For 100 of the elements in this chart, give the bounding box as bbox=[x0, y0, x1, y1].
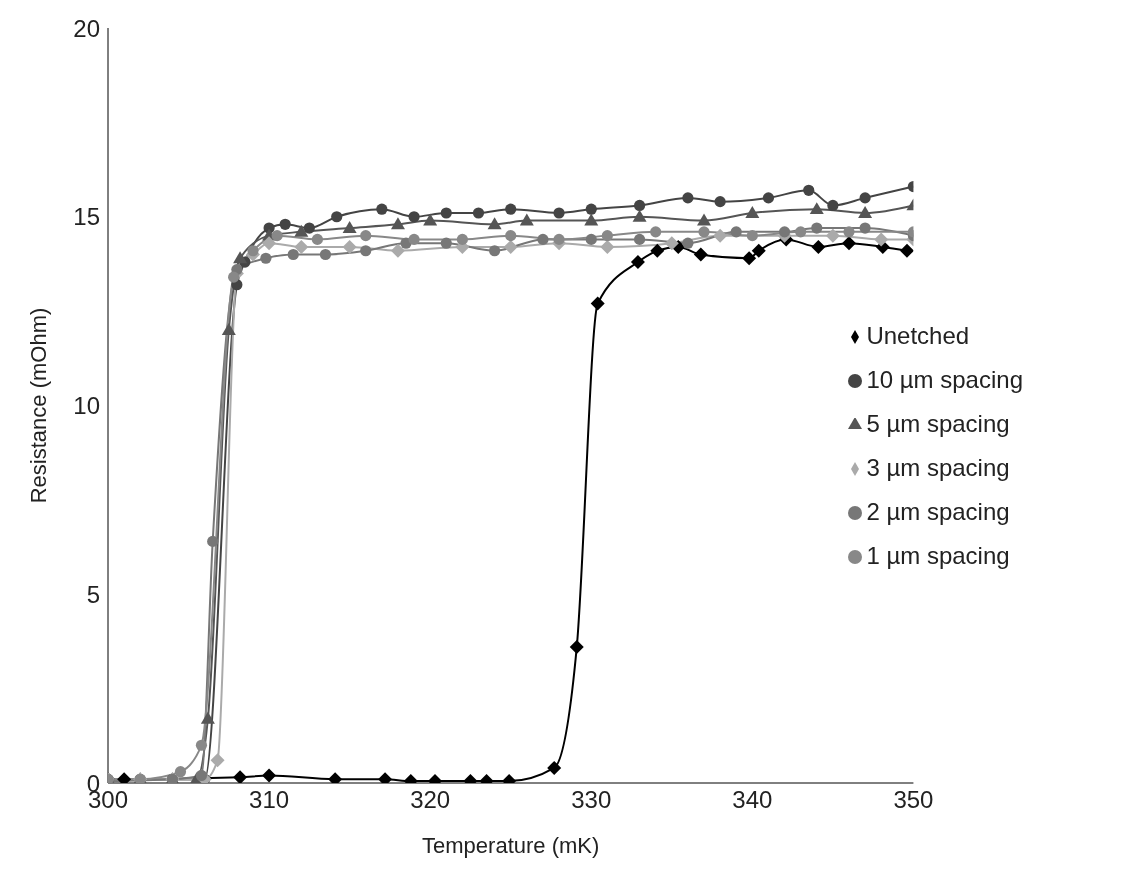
point bbox=[233, 770, 248, 783]
point bbox=[778, 226, 791, 238]
point bbox=[859, 192, 871, 204]
x-tick-label: 320 bbox=[410, 786, 451, 814]
point bbox=[456, 233, 468, 245]
point bbox=[408, 233, 420, 245]
x-tick-label: 340 bbox=[732, 786, 773, 814]
x-tick-label: 330 bbox=[571, 786, 612, 814]
point bbox=[803, 184, 815, 196]
point bbox=[664, 236, 679, 251]
point bbox=[825, 228, 840, 243]
legend-label: 2 µm spacing bbox=[866, 497, 1010, 525]
point bbox=[390, 217, 405, 230]
point bbox=[390, 243, 405, 258]
point bbox=[899, 243, 914, 258]
point bbox=[200, 711, 215, 724]
point bbox=[795, 226, 807, 238]
y-axis-title: Resistance (mOhm) bbox=[25, 307, 51, 504]
point bbox=[195, 769, 208, 782]
point bbox=[746, 230, 758, 242]
point bbox=[247, 245, 259, 257]
point bbox=[714, 196, 726, 208]
point bbox=[262, 768, 277, 783]
point bbox=[633, 199, 646, 212]
point bbox=[730, 226, 742, 238]
point bbox=[569, 640, 584, 655]
point bbox=[262, 236, 277, 251]
point bbox=[650, 226, 662, 238]
point bbox=[423, 213, 438, 226]
point bbox=[841, 236, 856, 251]
point bbox=[600, 239, 615, 254]
point bbox=[228, 271, 240, 283]
point bbox=[633, 233, 646, 245]
point bbox=[440, 207, 452, 219]
point bbox=[650, 243, 665, 258]
point bbox=[553, 207, 565, 219]
point bbox=[745, 205, 760, 218]
point bbox=[682, 237, 694, 249]
point bbox=[553, 233, 565, 245]
point bbox=[376, 203, 388, 215]
point bbox=[233, 251, 248, 264]
point bbox=[630, 255, 645, 270]
legend-label: Unetched bbox=[866, 321, 970, 349]
point bbox=[319, 248, 332, 261]
point bbox=[360, 245, 372, 257]
point bbox=[762, 192, 775, 204]
point bbox=[195, 739, 208, 751]
point bbox=[537, 233, 549, 245]
point bbox=[503, 239, 518, 254]
point bbox=[342, 221, 357, 233]
y-tick-label: 5 bbox=[86, 580, 100, 608]
point bbox=[585, 233, 597, 245]
point bbox=[843, 226, 855, 238]
point bbox=[505, 203, 517, 215]
point bbox=[858, 205, 873, 218]
point bbox=[174, 766, 187, 778]
point bbox=[279, 218, 291, 230]
point bbox=[408, 211, 420, 223]
point bbox=[505, 230, 517, 242]
point bbox=[811, 222, 823, 234]
legend-label: 3 µm spacing bbox=[866, 453, 1010, 481]
point bbox=[682, 192, 694, 204]
point bbox=[751, 243, 766, 258]
point bbox=[440, 237, 452, 249]
point bbox=[287, 248, 299, 261]
x-axis-title: Temperature (mK) bbox=[422, 833, 600, 858]
point bbox=[827, 199, 839, 212]
y-tick-label: 15 bbox=[73, 203, 100, 231]
point bbox=[519, 213, 534, 226]
point bbox=[809, 202, 824, 215]
point bbox=[713, 228, 728, 243]
point bbox=[342, 239, 357, 254]
y-tick-label: 10 bbox=[73, 392, 100, 420]
point bbox=[693, 247, 708, 262]
point bbox=[698, 226, 710, 238]
point bbox=[584, 213, 599, 226]
legend-label: 10 µm spacing bbox=[866, 365, 1023, 393]
x-tick-label: 310 bbox=[249, 786, 290, 814]
point bbox=[221, 323, 236, 335]
y-tick-label: 20 bbox=[73, 14, 100, 42]
point bbox=[590, 296, 605, 311]
point bbox=[859, 222, 871, 234]
point bbox=[294, 224, 309, 237]
point bbox=[632, 209, 647, 222]
point bbox=[303, 222, 315, 234]
point bbox=[311, 233, 324, 245]
x-tick-label: 350 bbox=[893, 786, 934, 814]
point bbox=[331, 211, 343, 223]
point bbox=[601, 230, 613, 242]
point bbox=[294, 239, 309, 254]
legend-label: 1 µm spacing bbox=[866, 541, 1010, 569]
point bbox=[585, 203, 597, 215]
point bbox=[271, 230, 283, 242]
legend-label: 5 µm spacing bbox=[866, 409, 1010, 437]
point bbox=[472, 207, 485, 219]
point bbox=[489, 245, 501, 257]
point bbox=[547, 760, 562, 775]
point bbox=[260, 252, 272, 264]
point bbox=[742, 251, 757, 266]
point bbox=[207, 535, 219, 547]
